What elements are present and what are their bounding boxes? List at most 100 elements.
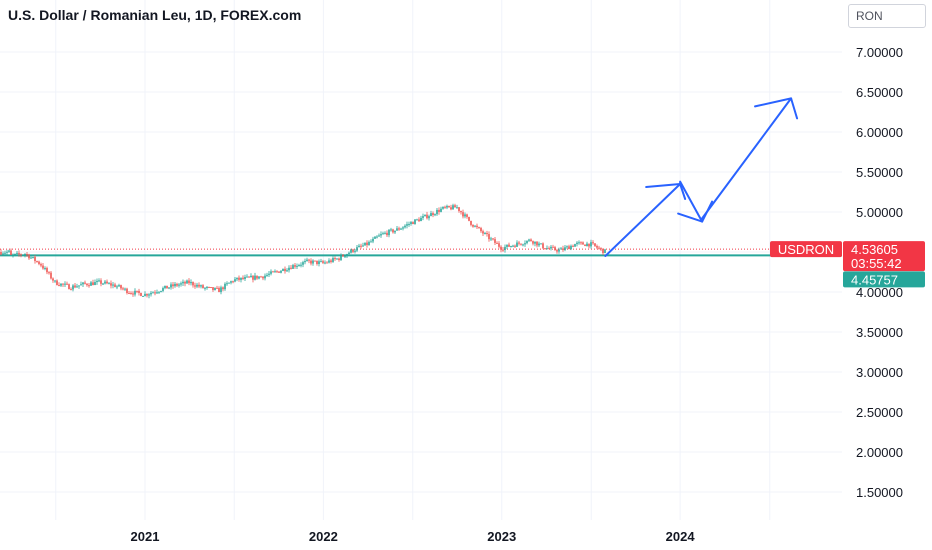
candle-body [298, 264, 300, 266]
candle-body [246, 276, 248, 278]
candle-body [170, 284, 172, 288]
candle-body [432, 213, 434, 215]
candle-body [536, 241, 538, 246]
candle-body [334, 258, 336, 260]
candle-body [114, 284, 116, 288]
candle-body [386, 232, 388, 236]
arrow-head [677, 200, 714, 223]
candle-body [492, 238, 494, 240]
candle-body [260, 276, 262, 278]
y-tick-label: 3.50000 [856, 325, 903, 340]
candle-body [564, 247, 566, 251]
candle-body [404, 225, 406, 228]
candle-body [304, 260, 306, 263]
time-axis[interactable]: 2021 2022 2023 2024 [131, 529, 696, 544]
candle-body [460, 211, 462, 213]
candle-body [266, 274, 268, 276]
candle-body [208, 286, 210, 288]
candle-body [376, 236, 378, 238]
symbol-tag: USDRON [778, 242, 834, 257]
candle-body [174, 283, 176, 287]
candle-body [512, 245, 514, 247]
candle-body [420, 217, 422, 222]
candle-body [66, 283, 68, 285]
price-axis[interactable]: 7.00000 6.50000 6.00000 5.50000 5.00000 4.000… [856, 45, 903, 500]
candle-body [356, 247, 358, 251]
candle-body [196, 284, 198, 287]
forecast-arrow-drawing[interactable] [604, 97, 799, 257]
y-tick-label: 2.00000 [856, 445, 903, 460]
candle-body [522, 244, 524, 246]
candle-body [112, 284, 114, 286]
candle-body [146, 293, 148, 296]
candle-body [130, 293, 132, 295]
candle-body [362, 245, 364, 247]
candle-body [192, 282, 194, 286]
candle-body [34, 256, 36, 262]
candle-body [52, 278, 54, 281]
candle-body [310, 260, 312, 264]
candle-body [528, 239, 530, 241]
candle-body [372, 238, 374, 242]
candle-body [182, 281, 184, 284]
candle-body [204, 287, 206, 289]
candle-body [272, 271, 274, 273]
candle-body [514, 245, 516, 247]
candle-body [490, 238, 492, 240]
candle-body [262, 276, 264, 279]
candle-body [140, 292, 142, 296]
candle-body [142, 295, 144, 297]
candle-body [358, 245, 360, 248]
candle-body [38, 261, 40, 265]
candle-body [28, 254, 30, 259]
candle-body [72, 285, 74, 290]
x-tick-label: 2021 [131, 529, 160, 544]
candle-body [470, 220, 472, 225]
candle-body [244, 277, 246, 279]
candle-body [98, 280, 100, 282]
candle-body [502, 249, 504, 251]
candle-body [116, 286, 118, 288]
candle-body [344, 256, 346, 258]
candle-body [364, 242, 366, 246]
x-tick-label: 2022 [309, 529, 338, 544]
candle-body [360, 245, 362, 247]
candle-body [438, 209, 440, 212]
candle-body [78, 285, 80, 287]
candle-body [292, 265, 294, 269]
y-tick-label: 4.00000 [856, 285, 903, 300]
candle-body [160, 290, 162, 292]
candle-body [526, 240, 528, 244]
currency-unit-button[interactable]: RON [848, 4, 926, 28]
chart-grid [0, 0, 842, 520]
candle-body [440, 208, 442, 212]
candle-body [214, 287, 216, 290]
candle-body [534, 241, 536, 244]
candle-body [32, 256, 34, 258]
candle-body [548, 248, 550, 250]
symbol-tag-bg [770, 241, 842, 258]
candle-body [520, 243, 522, 245]
candle-body [22, 254, 24, 256]
candle-body [36, 261, 38, 263]
candle-body [220, 287, 222, 293]
candle-body [276, 271, 278, 273]
candle-body [554, 247, 556, 251]
candle-body [186, 280, 188, 284]
candle-body [54, 280, 56, 282]
candle-body [224, 283, 226, 290]
candle-body [402, 227, 404, 229]
candle-body [200, 285, 202, 287]
candle-body [480, 228, 482, 232]
candle-body [6, 251, 8, 253]
candle-body [238, 277, 240, 280]
candle-body [76, 286, 78, 288]
candle-body [408, 223, 410, 225]
candle-body [394, 230, 396, 233]
candle-body [400, 228, 402, 230]
candle-body [496, 242, 498, 244]
candle-body [568, 246, 570, 250]
candle-body [104, 281, 106, 284]
candle-body [370, 241, 372, 243]
